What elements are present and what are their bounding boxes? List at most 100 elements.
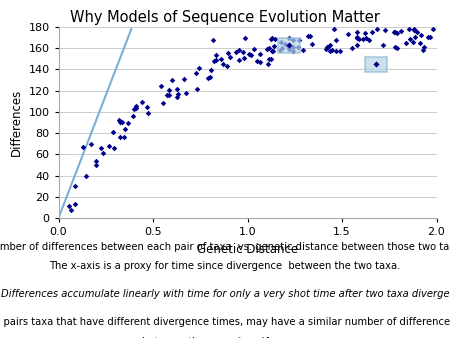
Point — [327, 49, 334, 54]
Point — [163, 92, 170, 98]
Point — [410, 28, 418, 33]
Point — [256, 52, 263, 57]
Point — [393, 31, 400, 36]
Point — [289, 38, 297, 43]
Point — [344, 31, 351, 37]
Point — [217, 56, 224, 62]
Point — [129, 113, 136, 118]
Point — [175, 92, 182, 97]
Point — [72, 183, 79, 188]
Point — [353, 34, 360, 40]
X-axis label: Genetic Distance: Genetic Distance — [197, 243, 298, 256]
Point — [139, 99, 146, 105]
Point — [281, 41, 288, 46]
Point — [427, 34, 434, 40]
Point — [219, 61, 226, 66]
Point — [308, 41, 315, 47]
Point — [209, 37, 216, 43]
Point — [359, 36, 366, 42]
Point — [390, 29, 397, 35]
Point — [236, 47, 243, 52]
Text: Differences accumulate linearly with time for only a very shot time after two ta: Differences accumulate linearly with tim… — [1, 289, 449, 299]
Point — [192, 70, 199, 76]
Point — [196, 65, 203, 71]
Point — [420, 44, 427, 49]
FancyBboxPatch shape — [364, 57, 387, 72]
Point — [268, 35, 275, 41]
Point — [225, 51, 232, 56]
Point — [336, 49, 343, 54]
Point — [300, 48, 307, 53]
Point — [289, 45, 296, 50]
Point — [168, 77, 176, 82]
Point — [418, 32, 425, 38]
Point — [118, 120, 126, 125]
Point — [296, 38, 303, 43]
Point — [180, 76, 188, 82]
Point — [348, 45, 355, 50]
FancyBboxPatch shape — [278, 38, 301, 52]
Point — [242, 35, 249, 41]
Point — [98, 145, 105, 150]
Point — [124, 120, 131, 126]
Point — [205, 75, 212, 81]
Point — [356, 36, 363, 42]
Point — [72, 201, 79, 207]
Point — [158, 83, 165, 89]
Point — [116, 119, 123, 124]
Y-axis label: Differences: Differences — [10, 89, 23, 156]
Text: The x-axis is a proxy for time since divergence  between the two taxa.: The x-axis is a proxy for time since div… — [50, 261, 400, 271]
Point — [430, 26, 437, 32]
Point — [324, 44, 331, 49]
Point — [411, 34, 418, 39]
Point — [406, 37, 414, 42]
Point — [369, 29, 376, 34]
Point — [272, 37, 279, 42]
Point — [245, 52, 252, 57]
Point — [276, 47, 284, 52]
Point — [328, 47, 336, 52]
Point — [183, 91, 190, 96]
Point — [353, 42, 360, 47]
Text: 2 pairs taxa that have different divergence times, may have a similar number of : 2 pairs taxa that have different diverge… — [0, 317, 450, 328]
Point — [93, 158, 100, 164]
Point — [391, 44, 398, 49]
Point — [207, 67, 215, 73]
Point — [305, 33, 312, 39]
Point — [381, 28, 388, 33]
Point — [122, 126, 129, 132]
Text: saturation.: saturation. — [225, 337, 287, 338]
Point — [159, 100, 166, 105]
Point — [374, 26, 381, 32]
Point — [165, 92, 172, 97]
Point — [405, 26, 412, 32]
Point — [193, 86, 200, 92]
Point — [278, 40, 285, 45]
Point — [327, 42, 334, 47]
Point — [403, 40, 410, 46]
Point — [268, 49, 275, 54]
Point — [239, 49, 247, 54]
Text: Number of differences between each pair of taxa  vs. genetic distance between th: Number of differences between each pair … — [0, 242, 450, 252]
Point — [247, 52, 254, 58]
Point — [285, 43, 292, 48]
Point — [362, 30, 369, 36]
Point — [290, 48, 297, 54]
Point — [325, 44, 332, 50]
Point — [109, 129, 117, 135]
Point — [67, 208, 74, 213]
Point — [212, 57, 219, 63]
Point — [373, 62, 380, 67]
Point — [332, 38, 339, 43]
Point — [322, 47, 329, 52]
Point — [115, 118, 122, 123]
Point — [121, 134, 128, 140]
Point — [80, 144, 87, 150]
Point — [93, 163, 100, 168]
Point — [425, 34, 432, 40]
Point — [132, 103, 139, 108]
Point — [295, 44, 302, 49]
Point — [410, 40, 417, 45]
Text: Why Models of Sequence Evolution Matter: Why Models of Sequence Evolution Matter — [70, 10, 380, 25]
Point — [397, 28, 404, 33]
